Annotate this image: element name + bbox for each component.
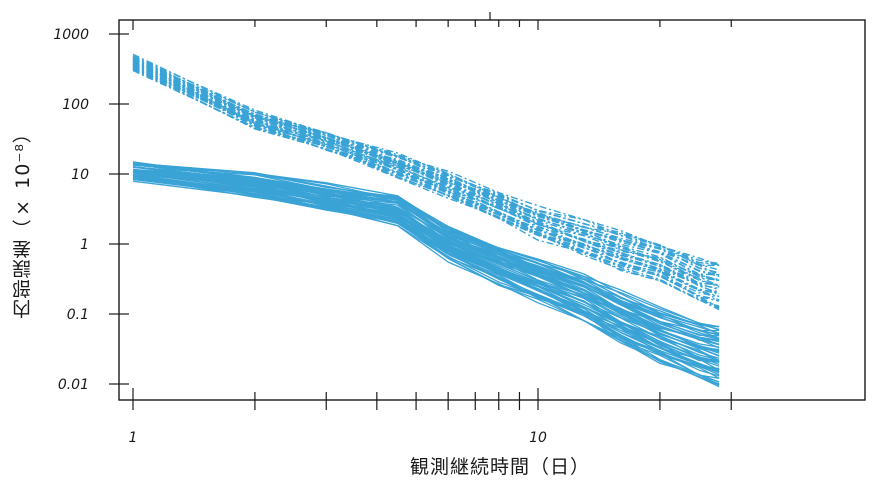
dashdot-series-line-38: [132, 57, 720, 266]
solid-series-line-6: [132, 178, 720, 383]
dashdot-series-line-32: [132, 58, 720, 271]
x-tick-label-1: 1: [129, 430, 138, 446]
dashdot-series-line-8: [132, 63, 720, 301]
y-tick-label-0.1: 0.1: [67, 307, 89, 323]
solid-series-line-51: [132, 162, 720, 335]
dashdot-series-group: [132, 53, 720, 311]
solid-series-line-4: [132, 178, 720, 385]
dashdot-series-line-27: [132, 57, 720, 276]
dashdot-series-line-17: [132, 61, 720, 291]
solid-series-line-22: [132, 173, 720, 366]
plot-frame: [118, 19, 866, 401]
y-tick-label-100: 100: [62, 97, 89, 113]
solid-series-line-3: [132, 176, 720, 388]
dashdot-series-line-23: [132, 63, 720, 281]
x-axis-label: 観測継続時間（日）: [409, 456, 590, 478]
dashdot-series-line-33: [132, 60, 720, 274]
y-axis-label: 内部誤差（× 10⁻⁸）: [11, 122, 34, 319]
y-tick-label-0.01: 0.01: [58, 377, 89, 393]
dashdot-series-line-15: [132, 66, 720, 289]
dashdot-series-line-13: [132, 67, 720, 292]
solid-series-line-1: [132, 176, 720, 386]
solid-series-line-50: [132, 164, 720, 335]
dashdot-series-line-26: [132, 57, 720, 282]
y-axis-label-wrap: 内部誤差（× 10⁻⁸）: [0, 0, 44, 481]
y-tick-label-1: 1: [80, 237, 89, 253]
dashdot-series-line-37: [132, 53, 720, 265]
x-tick-label-10: 10: [529, 430, 547, 446]
solid-series-line-54: [132, 163, 720, 331]
series-layer: [132, 53, 720, 388]
solid-series-line-5: [132, 180, 720, 383]
solid-series-line-25: [132, 174, 720, 363]
y-tick-label-10: 10: [71, 167, 89, 183]
solid-series-group: [132, 161, 720, 388]
axis-layer: 1000 100 10 1 0.1 0.01 1 10: [53, 12, 732, 446]
solid-series-line-55: [132, 162, 720, 328]
solid-series-line-29: [132, 168, 720, 359]
solid-series-line-2: [132, 177, 720, 386]
y-tick-label-1000: 1000: [53, 27, 89, 43]
